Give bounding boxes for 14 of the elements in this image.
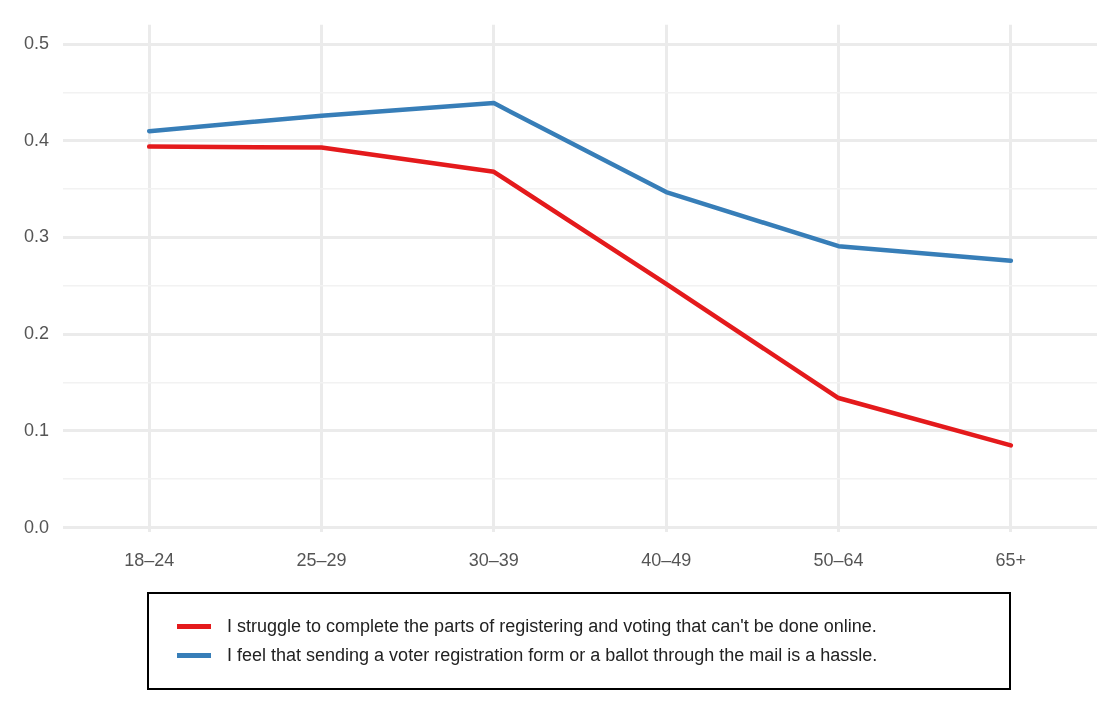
legend-label: I struggle to complete the parts of registering and voting that can't be done online. <box>227 616 877 637</box>
legend-label: I feel that sending a voter registration form or a ballot through the mail is a hassle. <box>227 645 878 666</box>
x-tick-label: 40–49 <box>641 550 692 571</box>
y-tick-label: 0.0 <box>23 516 50 537</box>
x-tick-label: 50–64 <box>813 550 864 571</box>
x-tick-label: 65+ <box>995 550 1027 571</box>
x-tick-label: 30–39 <box>468 550 519 571</box>
y-tick-label: 0.1 <box>23 419 50 440</box>
y-tick-label: 0.4 <box>23 129 50 150</box>
y-tick-label: 0.3 <box>23 226 50 247</box>
x-tick-label: 25–29 <box>296 550 347 571</box>
y-tick-label: 0.5 <box>23 33 50 54</box>
x-tick-label: 18–24 <box>124 550 175 571</box>
y-tick-label: 0.2 <box>23 323 50 344</box>
